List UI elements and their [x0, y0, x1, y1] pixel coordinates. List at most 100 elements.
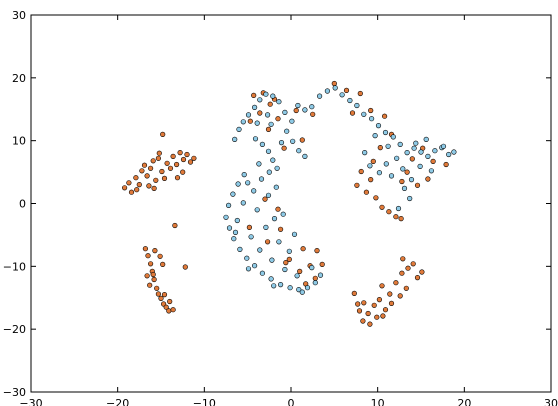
scatter-point-s1-64 [312, 280, 318, 286]
scatter-point-s0-50 [170, 307, 176, 313]
scatter-point-s0-51 [144, 273, 150, 279]
scatter-point-s0-105 [356, 308, 363, 314]
scatter-point-s0-86 [370, 158, 376, 164]
scatter-point-s0-68 [265, 239, 271, 245]
scatter-point-s0-122 [419, 269, 425, 275]
scatter-point-s0-93 [393, 214, 399, 220]
scatter-point-s0-120 [397, 293, 403, 299]
scatter-point-s1-25 [397, 141, 403, 147]
scatter-point-s0-118 [414, 275, 421, 281]
scatter-point-s0-26 [151, 185, 157, 191]
scatter-point-s1-30 [432, 148, 438, 154]
scatter-point-s1-34 [451, 149, 457, 155]
scatter-point-s1-0 [232, 136, 238, 142]
scatter-point-s0-1 [126, 180, 132, 186]
scatter-point-s0-8 [148, 165, 154, 171]
scatter-point-s1-22 [375, 122, 382, 129]
scatter-point-s1-87 [232, 229, 239, 235]
scatter-point-s1-69 [271, 216, 278, 222]
scatter-point-s0-30 [172, 222, 178, 229]
scatter-point-s0-96 [409, 156, 415, 162]
scatter-point-s0-125 [400, 256, 406, 262]
scatter-point-s0-75 [286, 256, 292, 263]
scatter-point-s1-9 [282, 109, 288, 115]
scatter-point-s1-78 [263, 224, 269, 230]
scatter-point-s1-103 [417, 163, 423, 169]
scatter-point-s0-88 [354, 182, 360, 188]
scatter-point-s0-60 [293, 107, 299, 114]
scatter-point-s0-46 [147, 282, 153, 288]
scatter-point-s1-48 [241, 172, 247, 178]
scatter-point-s1-23 [382, 129, 389, 136]
scatter-point-s1-95 [383, 161, 389, 167]
scatter-point-s1-79 [276, 239, 282, 245]
scatter-point-s0-109 [376, 297, 383, 303]
scatter-point-s0-111 [367, 321, 373, 327]
points-layer [121, 80, 457, 327]
scatter-point-s0-47 [161, 292, 168, 298]
scatter-point-s1-51 [226, 202, 232, 208]
scatter-point-s0-70 [297, 268, 303, 275]
scatter-point-s1-76 [234, 217, 240, 224]
scatter-point-s0-78 [331, 80, 337, 87]
scatter-point-s0-15 [167, 165, 174, 171]
scatter-point-s0-29 [156, 150, 162, 156]
scatter-point-s0-62 [281, 145, 287, 151]
scatter-point-s0-11 [155, 155, 161, 161]
scatter-point-s1-57 [252, 263, 258, 269]
scatter-point-s1-92 [362, 150, 368, 156]
scatter-point-s1-45 [268, 121, 274, 127]
scatter-point-s0-6 [141, 162, 148, 168]
scatter-point-s1-5 [257, 97, 263, 103]
scatter-point-s1-36 [259, 141, 266, 147]
scatter-point-s1-63 [304, 285, 311, 291]
scatter-point-s0-17 [174, 161, 180, 168]
scatter-point-s1-107 [372, 133, 378, 139]
scatter-point-s1-16 [332, 85, 338, 91]
scatter-point-s0-64 [262, 196, 268, 202]
scatter-point-s0-116 [405, 265, 411, 271]
scatter-point-s1-84 [266, 169, 272, 175]
scatter-point-s1-50 [230, 191, 236, 197]
scatter-point-s0-72 [314, 248, 320, 254]
scatter-point-s0-80 [357, 90, 363, 97]
scatter-point-s0-114 [393, 280, 399, 286]
scatter-point-s1-11 [295, 102, 301, 109]
scatter-point-s1-105 [423, 136, 429, 142]
scatter-point-s0-12 [159, 168, 165, 175]
y-tick-label-0: 0 [19, 198, 26, 211]
scatter-point-s1-60 [278, 282, 284, 288]
scatter-point-s1-35 [252, 136, 259, 142]
scatter-point-s0-121 [388, 300, 395, 307]
scatter-point-s0-101 [425, 176, 431, 182]
scatter-point-s0-16 [170, 153, 176, 159]
scatter-point-s0-127 [374, 314, 380, 320]
x-tick-label--10: −10 [193, 397, 216, 406]
scatter-point-s0-3 [133, 175, 139, 181]
scatter-point-s1-52 [223, 214, 229, 220]
scatter-point-s0-49 [182, 264, 188, 270]
scatter-point-s0-104 [355, 301, 361, 307]
scatter-point-s1-33 [440, 143, 447, 149]
scatter-point-s1-47 [265, 112, 271, 118]
scatter-point-s1-15 [324, 88, 331, 94]
scatter-point-s0-59 [275, 116, 281, 122]
scatter-point-s1-66 [251, 188, 257, 194]
scatter-point-s0-67 [278, 226, 284, 232]
scatter-point-s1-18 [347, 97, 353, 104]
scatter-point-s1-21 [369, 116, 375, 122]
scatter-point-s1-73 [282, 266, 288, 273]
scatter-point-s1-71 [257, 247, 263, 253]
scatter-point-s0-76 [300, 246, 306, 252]
scatter-point-s0-28 [180, 169, 186, 175]
scatter-point-s0-33 [148, 261, 154, 267]
scatter-point-s0-52 [251, 92, 257, 98]
scatter-point-s0-77 [312, 275, 318, 281]
scatter-point-s1-104 [413, 140, 419, 146]
scatter-point-s1-99 [401, 185, 408, 191]
scatter-point-s1-100 [407, 195, 413, 202]
scatter-point-s0-119 [403, 285, 409, 291]
scatter-point-s1-10 [289, 118, 295, 124]
scatter-point-s1-77 [254, 207, 260, 213]
plot-frame [30, 14, 552, 393]
